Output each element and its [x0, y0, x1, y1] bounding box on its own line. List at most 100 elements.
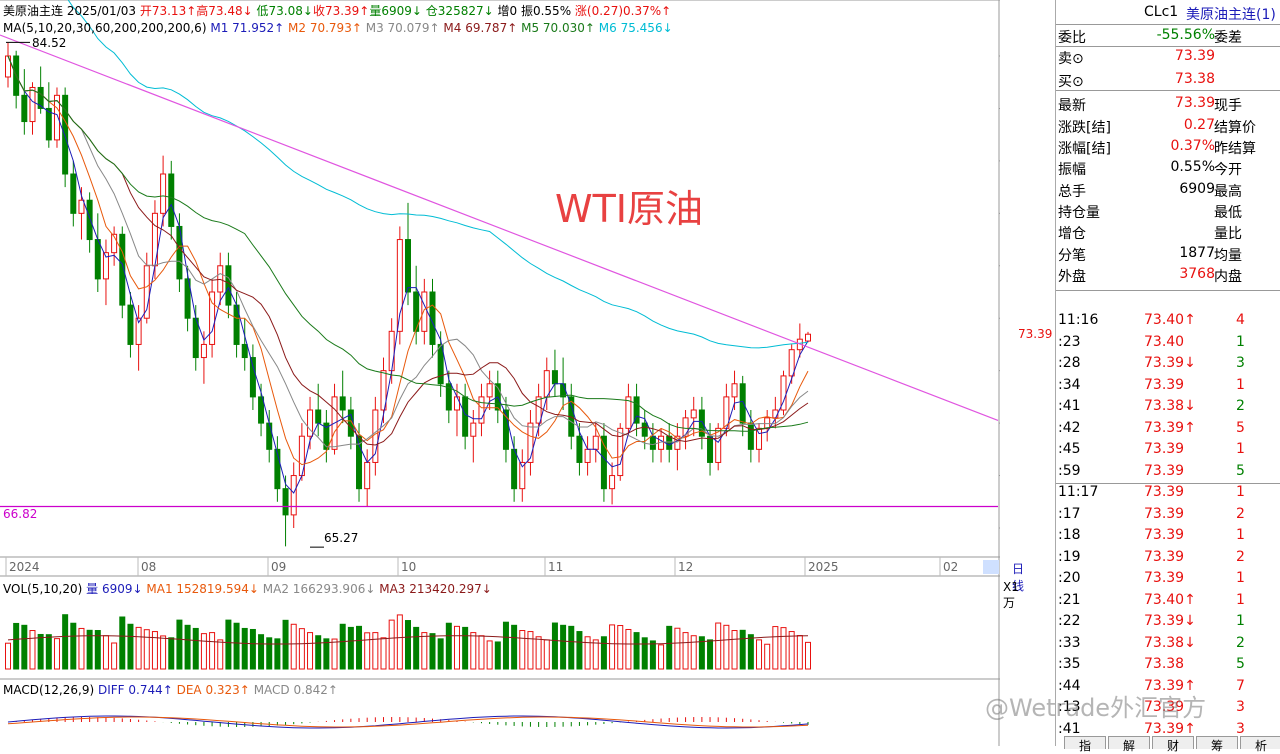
open-value: 开73.13↑ [139, 4, 197, 18]
volume-bar [53, 638, 60, 670]
tick-qty: 2 [1236, 634, 1245, 651]
tick-row[interactable]: :19 73.39 2 [1056, 547, 1280, 568]
watermark: @Wetrade外汇官方 [985, 694, 1207, 722]
candle-body [551, 370, 558, 385]
candle-body [86, 199, 93, 241]
candle-body [37, 86, 44, 109]
tick-time: :42 [1058, 419, 1081, 436]
candle-body [62, 94, 69, 175]
tick-time: 11:17 [1058, 484, 1099, 500]
tick-row[interactable]: 11:16 73.40↑ 4 [1056, 310, 1280, 331]
ma-m5: M5 70.030↑ [521, 21, 595, 35]
volume-bar [233, 622, 240, 670]
tick-row[interactable]: :17 73.39 2 [1056, 504, 1280, 525]
tick-row[interactable]: :44 73.39↑ 7 [1056, 676, 1280, 697]
volume-bar [405, 620, 411, 670]
volume-bar [5, 642, 11, 670]
ma-m2: M2 70.793↑ [288, 21, 362, 35]
candle-body [307, 409, 314, 437]
bottom-tab[interactable]: 解 [1108, 736, 1150, 753]
tick-row[interactable]: :13 73.39 3 [1056, 697, 1280, 718]
tick-row[interactable]: :59 73.39 5 [1056, 461, 1280, 482]
volume-bar [135, 626, 142, 670]
candle-body [649, 435, 656, 450]
tick-price: 73.39 [1144, 441, 1185, 457]
tick-time: :18 [1058, 527, 1081, 543]
tick-price: 73.39 [1144, 548, 1185, 565]
candle-body [168, 173, 175, 227]
volume-bar [217, 639, 224, 670]
tick-row[interactable]: :42 73.39↑ 5 [1056, 418, 1280, 439]
bottom-tab[interactable]: 筹 [1196, 736, 1238, 753]
tick-row[interactable]: :33 73.38↓ 2 [1056, 633, 1280, 654]
x-tick-label: 02 [943, 560, 958, 574]
quote-value: 3768 [1179, 266, 1215, 282]
volume-bar [731, 630, 738, 670]
support-level-label: 66.82 [3, 507, 38, 521]
quote-value: 73.38 [1174, 71, 1215, 87]
quote-value: 0.27 [1183, 117, 1215, 133]
volume-bar [551, 622, 558, 670]
tick-row[interactable]: :23 73.40 1 [1056, 332, 1280, 353]
volume-bar [380, 637, 387, 670]
tick-time: :23 [1058, 333, 1081, 350]
candle-body [756, 427, 763, 450]
tick-price: 73.39 [1144, 462, 1185, 479]
candle-body [200, 343, 207, 359]
panel-code: CLc1 [1144, 4, 1179, 20]
change-value: 涨(0.27)0.37%↑ [574, 4, 672, 18]
candle-body [698, 409, 705, 437]
quote-row: 委比 -55.56% 委差 [1056, 25, 1280, 46]
quote-value: 73.39 [1174, 48, 1215, 64]
period-label[interactable]: 日线 [1012, 562, 1025, 593]
quote-value: 73.39 [1174, 95, 1215, 111]
tick-row[interactable]: :22 73.39↓ 1 [1056, 611, 1280, 632]
bottom-tab[interactable]: 指 [1064, 736, 1106, 753]
tick-row[interactable]: :21 73.40↑ 1 [1056, 590, 1280, 611]
tick-row[interactable]: :28 73.39↓ 3 [1056, 353, 1280, 374]
quote-divider [1056, 90, 1280, 91]
ma-m4: M4 69.787↑ [443, 21, 518, 35]
vol-ma1: MA1 152819.594↓ [146, 582, 259, 596]
candle-body [462, 396, 469, 437]
x-tick-label: 09 [271, 560, 286, 574]
tick-row[interactable]: :41 73.39↑ 3 [1056, 719, 1280, 740]
tick-time: :45 [1058, 441, 1081, 457]
tick-row[interactable]: :34 73.39 1 [1056, 375, 1280, 396]
candle-body [592, 435, 599, 450]
kline-chart[interactable]: 84.0082.0080.0078.0076.0074.0072.0070.00… [0, 0, 1000, 746]
tick-price: 73.38↓ [1144, 634, 1196, 651]
volume-bar [625, 628, 632, 670]
tick-row[interactable]: :35 73.38 5 [1056, 654, 1280, 675]
candle-body [388, 330, 395, 372]
close-value: 收73.39↑ [312, 4, 370, 18]
bottom-tab[interactable]: 财 [1152, 736, 1194, 753]
volume-bar [609, 624, 616, 670]
bottom-tab[interactable]: 析 [1240, 736, 1280, 753]
quote-label: 涨跌[结] [1058, 120, 1111, 136]
candle-body [641, 422, 648, 437]
volume-bar [715, 622, 722, 670]
candle-body [453, 396, 460, 411]
candle-body [70, 173, 77, 214]
volume-bar [747, 634, 754, 670]
tick-row[interactable]: :18 73.39 1 [1056, 525, 1280, 546]
quote-value: 0.55% [1170, 159, 1215, 175]
tick-row[interactable]: :20 73.39 1 [1056, 568, 1280, 589]
volume-bar [494, 641, 501, 670]
quote-label: 委比 [1058, 30, 1086, 46]
volume-bar [764, 643, 771, 670]
quote-label: 增仓 [1058, 226, 1086, 242]
x-tick-label: 11 [548, 560, 563, 574]
vol-ma3: MA3 213420.297↓ [379, 582, 492, 596]
candle-body [609, 475, 616, 490]
x-tick-label: 2024 [9, 560, 40, 574]
tick-row[interactable]: :45 73.39 1 [1056, 439, 1280, 460]
chart-area[interactable]: 84.0082.0080.0078.0076.0074.0072.0070.00… [0, 0, 1052, 746]
volume-value: 量6909↓ [369, 4, 422, 18]
volume-bar [151, 631, 158, 670]
tick-row[interactable]: :41 73.38↓ 2 [1056, 396, 1280, 417]
candle-body [127, 304, 134, 345]
tick-row[interactable]: 11:17 73.39 1 [1056, 482, 1280, 503]
volume-bar [690, 635, 697, 670]
